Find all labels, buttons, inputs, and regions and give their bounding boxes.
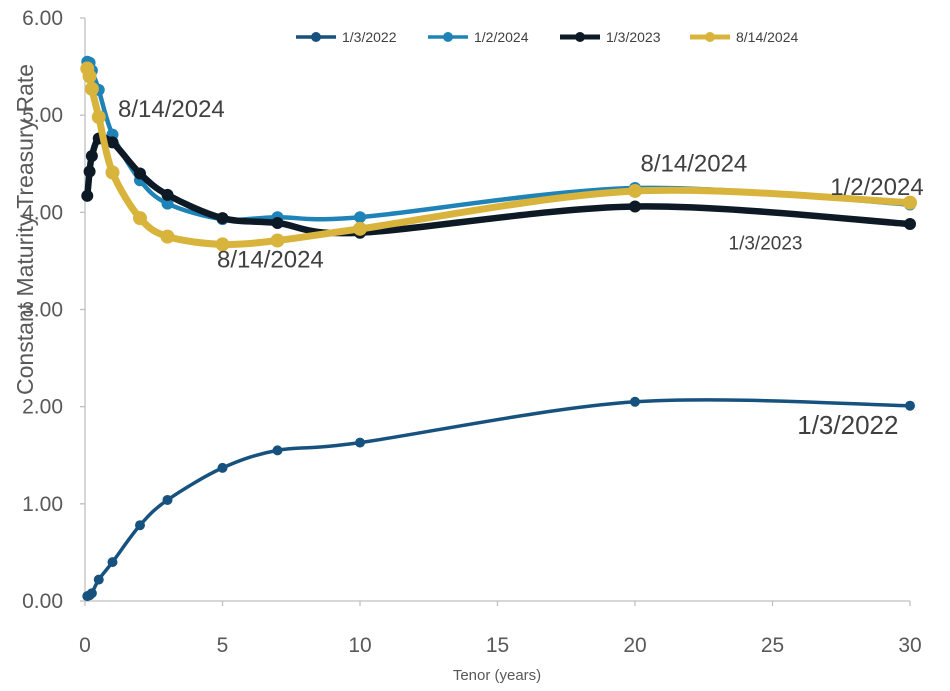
y-tick-label: 2.00 xyxy=(22,396,63,419)
legend-swatch-marker xyxy=(311,32,321,42)
x-tick-label: 25 xyxy=(761,634,784,657)
data-point xyxy=(106,136,119,149)
data-point xyxy=(82,69,97,84)
legend-label: 1/3/2022 xyxy=(342,29,397,45)
data-point xyxy=(86,588,97,599)
data-point xyxy=(81,189,94,202)
legend: 1/3/2022 1/2/2024 1/3/2023 8/14/2024 xyxy=(296,29,798,45)
x-tick-label: 20 xyxy=(623,634,646,657)
data-point xyxy=(270,233,285,248)
y-axis-title: Constant Maturity Treasury Rate xyxy=(12,64,38,395)
x-tick-label: 30 xyxy=(898,634,921,657)
x-axis-title: Tenor (years) xyxy=(453,667,541,684)
annotation-label: 1/2/2024 xyxy=(830,174,923,201)
data-point xyxy=(355,437,365,448)
data-point xyxy=(217,462,228,473)
legend-swatch-marker xyxy=(575,32,585,42)
data-point xyxy=(272,445,283,456)
data-point xyxy=(84,81,99,96)
data-point xyxy=(216,212,229,225)
data-point xyxy=(107,557,118,568)
data-point xyxy=(628,183,642,198)
annotation-label: 1/3/2022 xyxy=(797,410,898,440)
y-tick-label: 5.00 xyxy=(22,104,63,127)
data-point xyxy=(93,574,104,585)
annotation-label: 8/14/2024 xyxy=(217,247,324,274)
legend-swatch-marker xyxy=(705,32,715,42)
data-point xyxy=(105,165,120,180)
y-tick-label: 6.00 xyxy=(22,7,63,30)
series-1 xyxy=(82,396,915,602)
series-layer xyxy=(80,55,917,602)
x-tick-label: 10 xyxy=(348,634,371,657)
y-tick-label: 1.00 xyxy=(22,493,63,516)
legend-label: 8/14/2024 xyxy=(736,29,798,45)
data-point xyxy=(353,221,367,236)
annotations: 8/14/2024 8/14/2024 8/14/2024 1/2/2024 1/3/2… xyxy=(118,96,924,440)
data-point xyxy=(161,197,174,210)
data-point xyxy=(629,200,641,213)
data-point xyxy=(161,188,174,201)
y-tick-label: 3.00 xyxy=(22,299,63,322)
axes: 0.00 1.00 2.00 3.00 4.00 5.00 6.00 0 5 10 15 20 25 30 xyxy=(22,7,922,657)
annotation-label: 8/14/2024 xyxy=(118,96,225,123)
x-tick-label: 0 xyxy=(79,634,91,657)
data-point xyxy=(133,211,147,226)
series-4 xyxy=(80,61,917,252)
data-point xyxy=(354,211,366,224)
legend-item: 8/14/2024 xyxy=(690,29,798,45)
data-point xyxy=(905,400,915,411)
data-point xyxy=(83,165,96,178)
data-point xyxy=(162,494,173,505)
annotation-label: 8/14/2024 xyxy=(641,151,748,178)
data-point xyxy=(630,396,640,407)
x-tick-label: 5 xyxy=(217,634,229,657)
legend-label: 1/2/2024 xyxy=(474,29,529,45)
legend-item: 1/2/2024 xyxy=(428,29,529,45)
data-point xyxy=(271,217,284,230)
data-point xyxy=(903,195,917,210)
data-point xyxy=(215,237,230,252)
x-tick-label: 15 xyxy=(486,634,509,657)
data-point xyxy=(134,167,146,180)
series-3 xyxy=(81,132,916,239)
legend-item: 1/3/2023 xyxy=(560,29,661,45)
series-2 xyxy=(81,55,916,226)
legend-item: 1/3/2022 xyxy=(296,29,397,45)
annotation-label: 1/3/2023 xyxy=(729,233,803,254)
data-point xyxy=(91,110,106,125)
data-point xyxy=(904,217,916,230)
data-point xyxy=(160,229,175,244)
data-point xyxy=(85,149,98,162)
legend-swatch-marker xyxy=(443,32,453,42)
y-tick-label: 4.00 xyxy=(22,201,63,224)
y-tick-label: 0.00 xyxy=(22,590,63,613)
legend-label: 1/3/2023 xyxy=(606,29,661,45)
data-point xyxy=(135,520,145,531)
series-line xyxy=(85,398,912,598)
